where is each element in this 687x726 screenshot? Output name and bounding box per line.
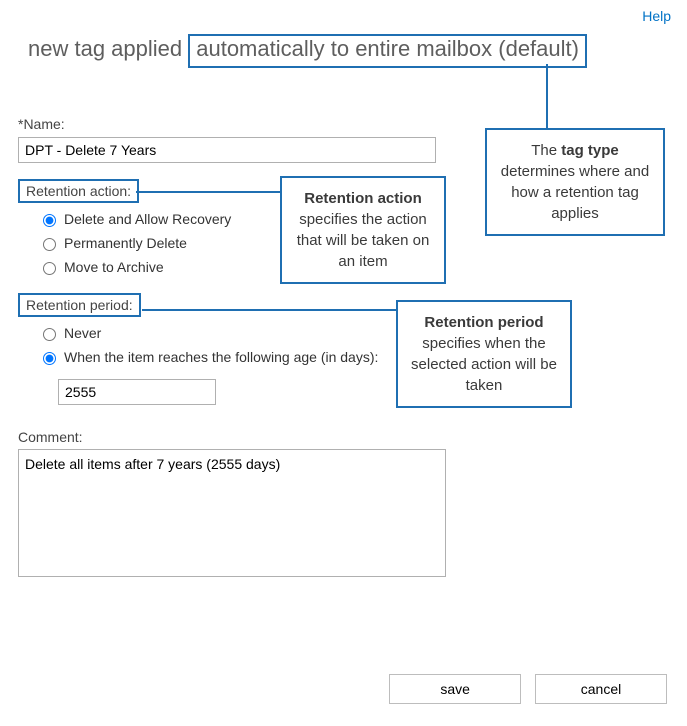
radio-move-to-archive-input[interactable] bbox=[43, 262, 56, 275]
help-link[interactable]: Help bbox=[642, 8, 671, 24]
radio-never[interactable]: Never bbox=[38, 325, 448, 341]
radio-move-to-archive-label: Move to Archive bbox=[64, 259, 164, 275]
retention-period-label: Retention period: bbox=[18, 293, 141, 317]
radio-never-input[interactable] bbox=[43, 328, 56, 341]
retention-action-label: Retention action: bbox=[18, 179, 139, 203]
comment-textarea[interactable] bbox=[18, 449, 446, 577]
name-input[interactable] bbox=[18, 137, 436, 163]
comment-label: Comment: bbox=[18, 429, 448, 445]
radio-permanently-delete-input[interactable] bbox=[43, 238, 56, 251]
callout-tag-type-bold: tag type bbox=[561, 142, 619, 159]
name-label: *Name: bbox=[18, 116, 448, 132]
callout-retention-period: Retention period specifies when the sele… bbox=[396, 300, 572, 408]
save-button[interactable]: save bbox=[389, 674, 521, 704]
callout-retention-action-bold: Retention action bbox=[304, 190, 422, 207]
radio-delete-allow-recovery-input[interactable] bbox=[43, 214, 56, 227]
page-title: new tag applied automatically to entire … bbox=[28, 34, 587, 68]
radio-age-label: When the item reaches the following age … bbox=[64, 349, 378, 365]
title-plain: new tag applied bbox=[28, 36, 188, 61]
radio-delete-allow-recovery-label: Delete and Allow Recovery bbox=[64, 211, 231, 227]
radio-never-label: Never bbox=[64, 325, 101, 341]
button-row: save cancel bbox=[379, 674, 667, 704]
title-highlight: automatically to entire mailbox (default… bbox=[188, 34, 587, 68]
callout-retention-action: Retention action specifies the action th… bbox=[280, 176, 446, 284]
callout-tag-type-pre: The bbox=[531, 142, 561, 159]
callout-tag-type-post: determines where and how a retention tag… bbox=[501, 163, 649, 222]
radio-age-input[interactable] bbox=[43, 352, 56, 365]
radio-permanently-delete-label: Permanently Delete bbox=[64, 235, 187, 251]
callout-retention-period-post: specifies when the selected action will … bbox=[411, 335, 557, 394]
cancel-button[interactable]: cancel bbox=[535, 674, 667, 704]
callout-retention-action-post: specifies the action that will be taken … bbox=[297, 211, 430, 270]
callout-tag-type: The tag type determines where and how a … bbox=[485, 128, 665, 236]
callout-retention-period-bold: Retention period bbox=[424, 314, 543, 331]
days-input[interactable] bbox=[58, 379, 216, 405]
radio-age[interactable]: When the item reaches the following age … bbox=[38, 349, 448, 365]
